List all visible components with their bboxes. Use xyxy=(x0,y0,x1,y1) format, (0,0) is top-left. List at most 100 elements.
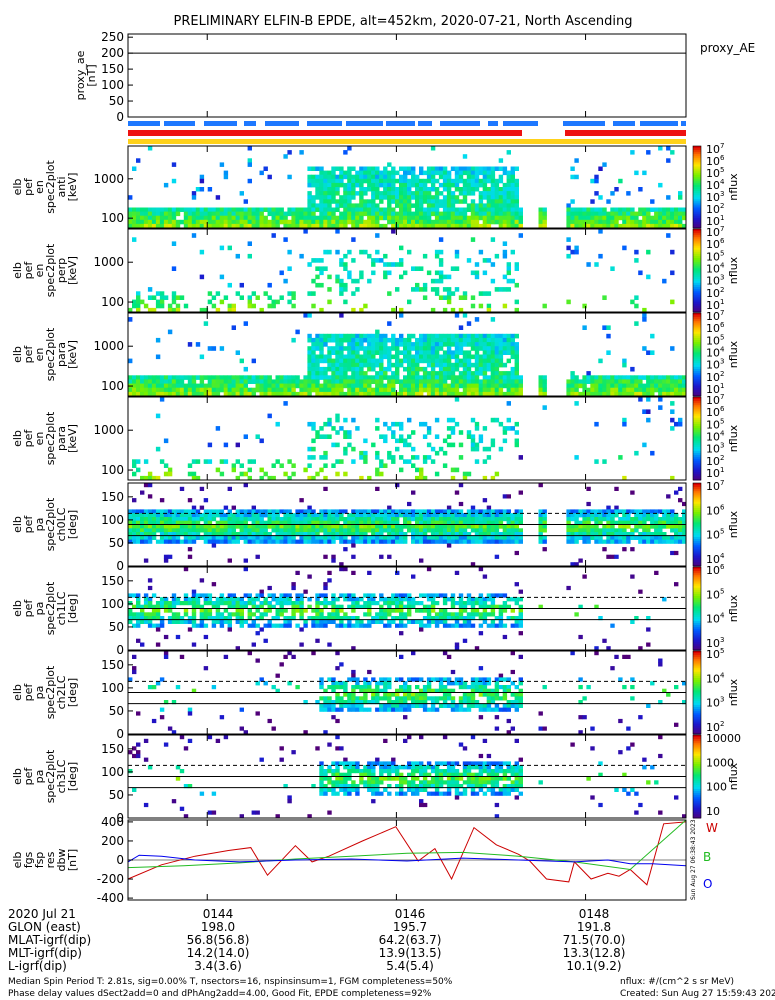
heatmap-cell xyxy=(458,483,464,488)
heatmap-cell xyxy=(438,342,444,347)
heatmap-cell xyxy=(494,383,500,389)
heatmap-cell xyxy=(207,219,213,225)
heatmap-cell xyxy=(259,219,264,225)
heatmap-cell xyxy=(255,383,260,389)
heatmap-cell xyxy=(227,379,232,384)
heatmap-cell xyxy=(407,337,412,343)
heatmap-cell xyxy=(434,387,440,393)
heatmap-cell xyxy=(387,623,392,628)
heatmap-cell xyxy=(403,387,408,393)
heatmap-cell xyxy=(387,455,392,460)
heatmap-cell xyxy=(482,358,488,364)
heatmap-cell xyxy=(391,459,396,464)
heatmap-cell xyxy=(674,490,679,495)
heatmap-cell xyxy=(291,463,296,468)
heatmap-cell xyxy=(167,619,173,624)
heatmap-cell xyxy=(419,623,424,628)
heatmap-cell xyxy=(618,509,623,514)
colorbar-tick-base: 10 xyxy=(706,347,720,360)
heatmap-cell xyxy=(319,434,324,439)
heatmap-cell xyxy=(183,207,189,212)
heatmap-cell xyxy=(235,375,240,380)
heatmap-cell xyxy=(227,509,232,514)
heatmap-cell xyxy=(175,535,181,540)
heatmap-cell xyxy=(323,379,328,384)
heatmap-cell xyxy=(132,616,137,621)
heatmap-cell xyxy=(331,195,336,200)
heatmap-cell xyxy=(446,207,452,212)
heatmap-cell xyxy=(335,166,340,171)
spin-data-segment xyxy=(204,121,237,126)
heatmap-cell xyxy=(140,619,145,624)
heatmap-cell xyxy=(375,486,380,491)
colorbar-cell xyxy=(693,391,701,395)
heatmap-cell xyxy=(307,182,312,188)
heatmap-cell xyxy=(403,513,408,518)
heatmap-cell xyxy=(395,366,400,372)
colorbar-cell xyxy=(693,342,701,345)
heatmap-cell xyxy=(582,524,587,529)
heatmap-cell xyxy=(395,170,400,176)
heatmap-cell xyxy=(143,528,149,533)
heatmap-cell xyxy=(343,371,348,376)
heatmap-cell xyxy=(415,362,420,368)
heatmap-cell xyxy=(438,362,444,368)
y-axis-label: ch1LC xyxy=(55,591,68,625)
heatmap-cell xyxy=(191,459,197,464)
heatmap-cell xyxy=(442,350,448,355)
heatmap-cell xyxy=(650,532,655,537)
heatmap-cell xyxy=(355,278,360,284)
heatmap-cell xyxy=(367,170,372,176)
heatmap-cell xyxy=(419,601,424,606)
heatmap-cell xyxy=(419,211,424,217)
heatmap-cell xyxy=(151,219,157,225)
heatmap-cell xyxy=(275,524,280,529)
heatmap-cell xyxy=(187,471,193,477)
heatmap-cell xyxy=(299,616,304,621)
heatmap-cell xyxy=(327,417,332,423)
heatmap-cell xyxy=(235,442,240,448)
colorbar-cell xyxy=(693,162,701,165)
heatmap-cell xyxy=(207,513,213,518)
heatmap-cell xyxy=(514,430,519,435)
heatmap-cell xyxy=(335,333,340,339)
heatmap-cell xyxy=(598,219,603,225)
heatmap-cell xyxy=(383,350,388,355)
heatmap-cell xyxy=(299,612,304,617)
heatmap-cell xyxy=(303,532,308,537)
heatmap-cell xyxy=(466,434,472,439)
heatmap-cell xyxy=(430,366,436,372)
colorbar-tick-label: 103 xyxy=(706,190,724,204)
heatmap-cell xyxy=(136,612,141,617)
heatmap-cell xyxy=(147,295,153,300)
heatmap-cell xyxy=(191,219,197,225)
heatmap-cell xyxy=(622,421,627,427)
heatmap-cell xyxy=(335,223,340,229)
heatmap-cell xyxy=(514,207,519,212)
heatmap-cell xyxy=(371,342,376,347)
heatmap-cell xyxy=(498,362,504,368)
heatmap-cell xyxy=(474,524,480,529)
heatmap-cell xyxy=(291,295,296,300)
heatmap-cell xyxy=(283,616,288,621)
heatmap-cell xyxy=(203,597,209,602)
heatmap-cell xyxy=(375,346,380,351)
heatmap-cell xyxy=(494,195,500,200)
heatmap-cell xyxy=(231,207,236,212)
heatmap-cell xyxy=(128,317,133,322)
heatmap-cell xyxy=(498,391,504,397)
heatmap-cell xyxy=(331,379,336,384)
heatmap-cell xyxy=(422,524,428,529)
heatmap-cell xyxy=(670,270,675,276)
heatmap-cell xyxy=(263,612,268,617)
heatmap-cell xyxy=(327,517,332,522)
heatmap-cell xyxy=(331,513,336,518)
heatmap-cell xyxy=(179,616,185,621)
heatmap-cell xyxy=(403,350,408,355)
heatmap-cell xyxy=(203,634,209,640)
colorbar-cell xyxy=(693,530,701,534)
heatmap-cell xyxy=(670,426,675,431)
heatmap-cell xyxy=(399,274,404,280)
heatmap-cell xyxy=(299,593,304,598)
heatmap-cell xyxy=(411,362,416,368)
